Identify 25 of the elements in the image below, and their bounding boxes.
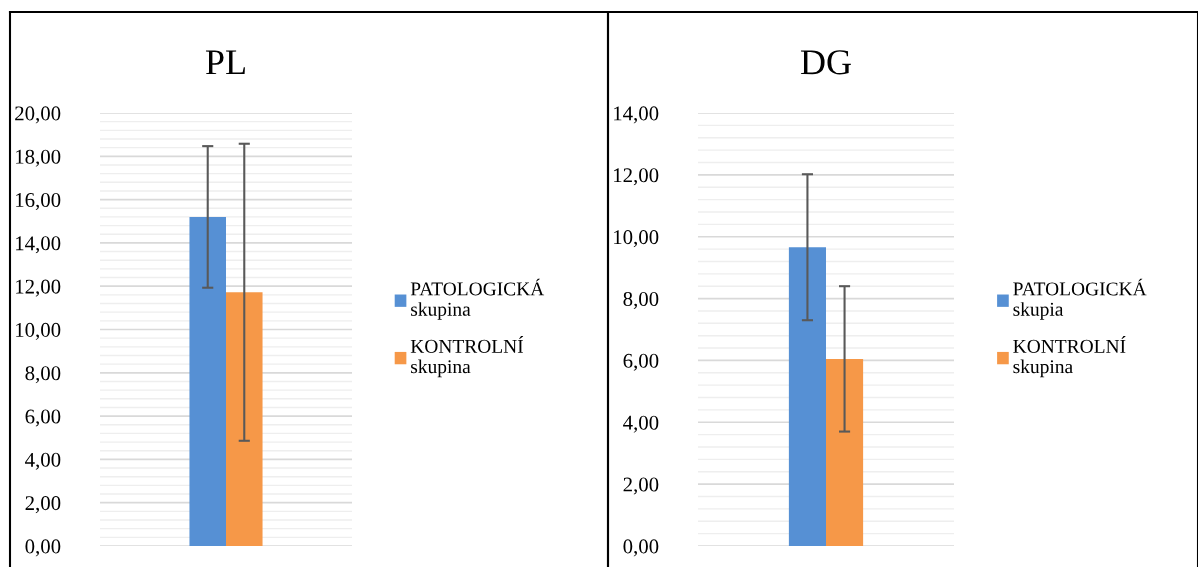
y-tick-label: 14,00 xyxy=(614,106,659,124)
y-tick-label: 12,00 xyxy=(16,279,61,297)
legend-label: PATOLOGICKÁ skupia xyxy=(1013,278,1147,320)
y-tick-label: 16,00 xyxy=(16,192,61,211)
y-tick-label: 8,00 xyxy=(25,366,61,384)
y-tick-label: 18,00 xyxy=(16,149,61,167)
y-tick-label: 6,00 xyxy=(623,353,659,371)
y-tick-label: 2,00 xyxy=(623,477,659,495)
y-tick-label: 12,00 xyxy=(614,168,659,186)
y-tick-label: 10,00 xyxy=(614,230,659,248)
y-tick-label: 0,00 xyxy=(623,539,659,557)
y-tick-label: 4,00 xyxy=(623,415,659,433)
legend-label: KONTROLNÍ skupina xyxy=(1013,336,1126,378)
legend-label: KONTROLNÍ skupina xyxy=(410,336,524,378)
chart-title: DG xyxy=(800,50,851,75)
y-tick-label: 0,00 xyxy=(25,539,61,557)
y-tick-label: 10,00 xyxy=(16,322,61,340)
chart-title: PL xyxy=(205,50,245,75)
legend-label: PATOLOGICKÁ skupina xyxy=(410,278,545,320)
y-tick-label: 20,00 xyxy=(15,106,61,124)
y-tick-label: 14,00 xyxy=(16,236,61,254)
y-tick-label: 4,00 xyxy=(25,452,61,470)
y-tick-label: 8,00 xyxy=(623,291,659,309)
y-tick-label: 6,00 xyxy=(25,409,61,427)
y-tick-label: 2,00 xyxy=(25,496,61,514)
